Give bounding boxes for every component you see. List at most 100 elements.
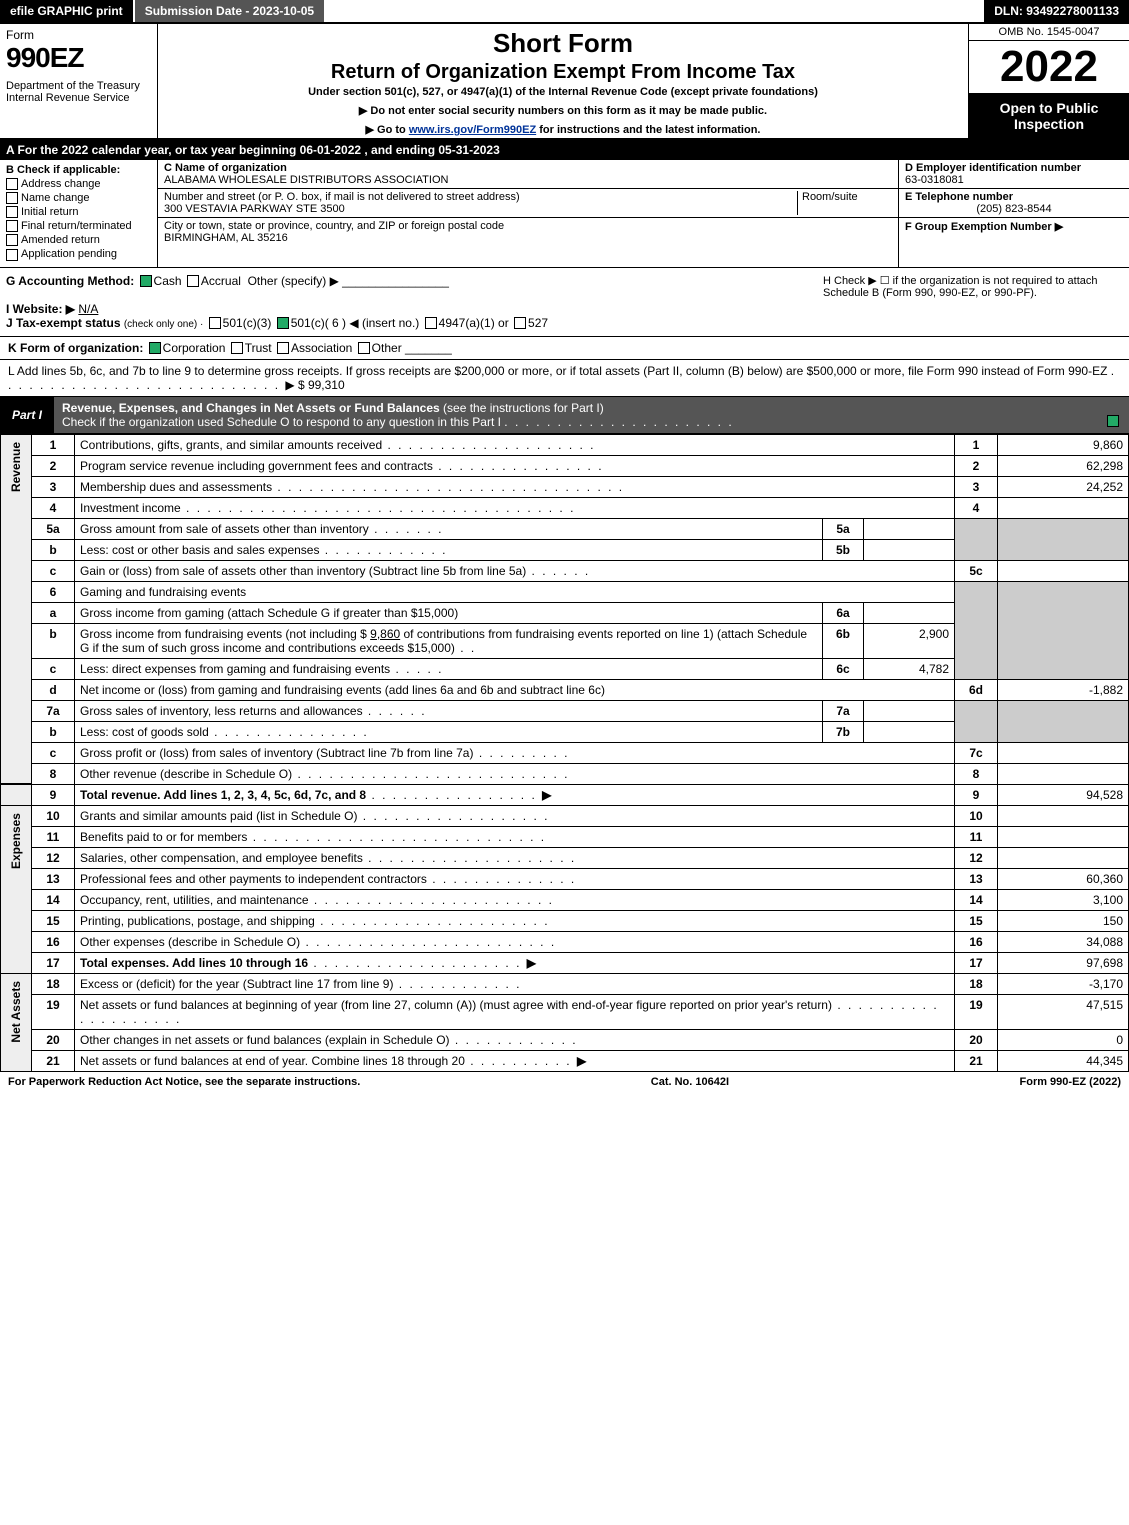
l7a-num: 7a bbox=[32, 700, 75, 721]
chk-other-org[interactable] bbox=[358, 342, 370, 354]
l5c-val bbox=[998, 560, 1129, 581]
row-18: Net Assets 18 Excess or (deficit) for th… bbox=[1, 973, 1129, 994]
chk-527[interactable] bbox=[514, 317, 526, 329]
l15-desc: Printing, publications, postage, and shi… bbox=[80, 914, 315, 928]
b-opt-5: Application pending bbox=[21, 248, 117, 260]
chk-initial-return[interactable]: Initial return bbox=[6, 206, 151, 218]
k-label: K Form of organization: bbox=[8, 341, 143, 355]
room-suite-label: Room/suite bbox=[797, 191, 892, 215]
l17-num: 17 bbox=[32, 952, 75, 973]
org-street: 300 VESTAVIA PARKWAY STE 3500 bbox=[164, 203, 345, 215]
l6d-num: d bbox=[32, 679, 75, 700]
l5a-mn: 5a bbox=[823, 518, 864, 539]
open-to-public: Open to Public Inspection bbox=[969, 94, 1129, 138]
l7c-val bbox=[998, 742, 1129, 763]
l4-num: 4 bbox=[32, 497, 75, 518]
efile-print-button[interactable]: efile GRAPHIC print bbox=[0, 0, 135, 22]
chk-application-pending[interactable]: Application pending bbox=[6, 248, 151, 260]
org-name: ALABAMA WHOLESALE DISTRIBUTORS ASSOCIATI… bbox=[164, 174, 448, 186]
row-9: 9 Total revenue. Add lines 1, 2, 3, 4, 5… bbox=[1, 784, 1129, 805]
l3-desc: Membership dues and assessments bbox=[80, 480, 272, 494]
l2-num: 2 bbox=[32, 455, 75, 476]
k-other: Other bbox=[372, 341, 402, 355]
chk-corporation[interactable] bbox=[149, 342, 161, 354]
subtitle: Under section 501(c), 527, or 4947(a)(1)… bbox=[164, 86, 962, 98]
tax-year: 2022 bbox=[969, 41, 1129, 94]
row-6: 6 Gaming and fundraising events bbox=[1, 581, 1129, 602]
l14-val: 3,100 bbox=[998, 889, 1129, 910]
chk-accrual[interactable] bbox=[187, 275, 199, 287]
l13-num: 13 bbox=[32, 868, 75, 889]
chk-final-return[interactable]: Final return/terminated bbox=[6, 220, 151, 232]
row-13: 13 Professional fees and other payments … bbox=[1, 868, 1129, 889]
org-city: BIRMINGHAM, AL 35216 bbox=[164, 232, 288, 244]
footer-mid: Cat. No. 10642I bbox=[651, 1076, 729, 1088]
l16-val: 34,088 bbox=[998, 931, 1129, 952]
l4-val bbox=[998, 497, 1129, 518]
l1-val: 9,860 bbox=[998, 434, 1129, 455]
row-20: 20 Other changes in net assets or fund b… bbox=[1, 1029, 1129, 1050]
l5a-mv bbox=[864, 518, 955, 539]
l17-box-n: 17 bbox=[955, 952, 998, 973]
chk-association[interactable] bbox=[277, 342, 289, 354]
l7b-desc: Less: cost of goods sold bbox=[80, 725, 209, 739]
col-b: B Check if applicable: Address change Na… bbox=[0, 160, 158, 267]
l5b-num: b bbox=[32, 539, 75, 560]
l6c-mv: 4,782 bbox=[864, 658, 955, 679]
col-d-e-f: D Employer identification number 63-0318… bbox=[898, 160, 1129, 267]
row-17: 17 Total expenses. Add lines 10 through … bbox=[1, 952, 1129, 973]
footer-left: For Paperwork Reduction Act Notice, see … bbox=[8, 1076, 360, 1088]
chk-amended-return[interactable]: Amended return bbox=[6, 234, 151, 246]
net-assets-side-label: Net Assets bbox=[1, 973, 32, 1071]
l18-box-n: 18 bbox=[955, 973, 998, 994]
l5c-desc: Gain or (loss) from sale of assets other… bbox=[80, 564, 526, 578]
chk-name-change[interactable]: Name change bbox=[6, 192, 151, 204]
l12-val bbox=[998, 847, 1129, 868]
l20-desc: Other changes in net assets or fund bala… bbox=[80, 1033, 450, 1047]
l17-val: 97,698 bbox=[998, 952, 1129, 973]
chk-trust[interactable] bbox=[231, 342, 243, 354]
l6a-num: a bbox=[32, 602, 75, 623]
l9-num: 9 bbox=[32, 784, 75, 805]
footer-right: Form 990-EZ (2022) bbox=[1020, 1076, 1121, 1088]
l10-val bbox=[998, 805, 1129, 826]
row-3: 3 Membership dues and assessments . . . … bbox=[1, 476, 1129, 497]
l15-val: 150 bbox=[998, 910, 1129, 931]
l6-num: 6 bbox=[32, 581, 75, 602]
footer: For Paperwork Reduction Act Notice, see … bbox=[0, 1072, 1129, 1092]
dln-label: DLN: 93492278001133 bbox=[984, 0, 1129, 22]
website-value: N/A bbox=[78, 302, 98, 316]
l3-val: 24,252 bbox=[998, 476, 1129, 497]
l10-num: 10 bbox=[32, 805, 75, 826]
chk-address-change[interactable]: Address change bbox=[6, 178, 151, 190]
l17-desc: Total expenses. Add lines 10 through 16 bbox=[80, 956, 308, 970]
row-15: 15 Printing, publications, postage, and … bbox=[1, 910, 1129, 931]
l8-box-n: 8 bbox=[955, 763, 998, 784]
row-b-c-d: B Check if applicable: Address change Na… bbox=[0, 160, 1129, 268]
l5c-box-n: 5c bbox=[955, 560, 998, 581]
chk-501c3[interactable] bbox=[209, 317, 221, 329]
l7a-desc: Gross sales of inventory, less returns a… bbox=[80, 704, 363, 718]
irs-link[interactable]: www.irs.gov/Form990EZ bbox=[409, 124, 536, 136]
chk-4947[interactable] bbox=[425, 317, 437, 329]
chk-schedule-o[interactable] bbox=[1107, 415, 1119, 427]
l6d-val: -1,882 bbox=[998, 679, 1129, 700]
row-16: 16 Other expenses (describe in Schedule … bbox=[1, 931, 1129, 952]
chk-501c[interactable] bbox=[277, 317, 289, 329]
l7b-mn: 7b bbox=[823, 721, 864, 742]
l21-num: 21 bbox=[32, 1050, 75, 1071]
chk-cash[interactable] bbox=[140, 275, 152, 287]
l21-val: 44,345 bbox=[998, 1050, 1129, 1071]
l16-box-n: 16 bbox=[955, 931, 998, 952]
l6a-desc: Gross income from gaming (attach Schedul… bbox=[80, 606, 458, 620]
l16-num: 16 bbox=[32, 931, 75, 952]
l4-box-n: 4 bbox=[955, 497, 998, 518]
line-l: L Add lines 5b, 6c, and 7b to line 9 to … bbox=[0, 360, 1129, 397]
part1-check-note: Check if the organization used Schedule … bbox=[62, 415, 501, 429]
l13-desc: Professional fees and other payments to … bbox=[80, 872, 427, 886]
l2-val: 62,298 bbox=[998, 455, 1129, 476]
row-7a: 7a Gross sales of inventory, less return… bbox=[1, 700, 1129, 721]
row-g-h: G Accounting Method: Cash Accrual Other … bbox=[0, 268, 1129, 337]
k-corp: Corporation bbox=[163, 341, 226, 355]
l6c-desc: Less: direct expenses from gaming and fu… bbox=[80, 662, 390, 676]
